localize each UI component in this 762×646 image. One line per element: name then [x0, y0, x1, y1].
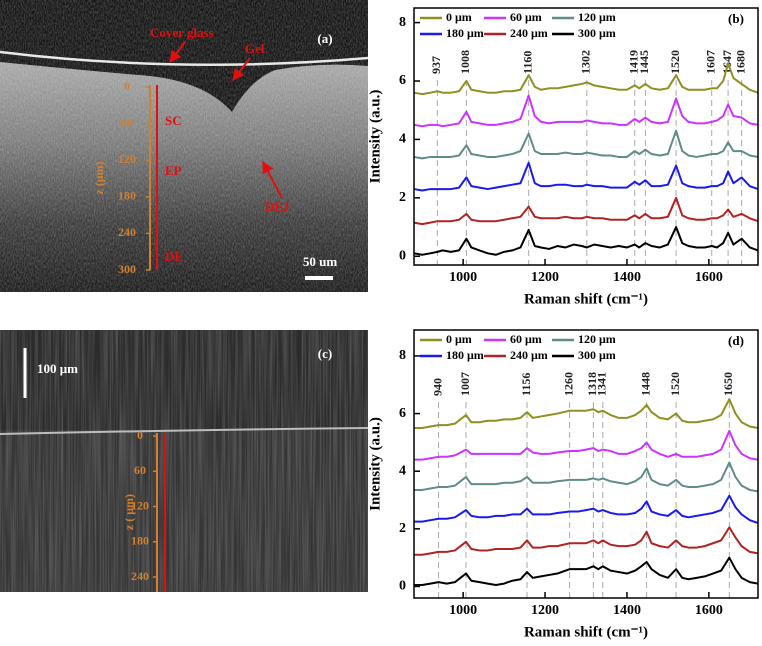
depth-tick-label: 0	[137, 428, 143, 442]
panel-label: (a)	[317, 31, 332, 46]
depth-tick-label: 120	[118, 152, 136, 166]
legend-label: 0 μm	[446, 332, 472, 346]
x-axis-label: Raman shift (cm⁻¹)	[524, 291, 648, 307]
legend-label: 240 μm	[510, 26, 548, 40]
spectrum-line	[413, 94, 759, 128]
peak-label: 1007	[458, 372, 472, 396]
x-tick-label: 1000	[449, 603, 477, 618]
peak-label: 1607	[703, 50, 717, 74]
spectrum-line	[413, 196, 759, 226]
annotation: Gel	[245, 41, 265, 56]
depth-tick-label: 180	[131, 534, 149, 548]
y-axis-label: Intensity (a.u.)	[367, 90, 383, 184]
spectrum-line	[413, 62, 759, 96]
layer-label: SC	[165, 113, 182, 128]
legend-label: 120 μm	[578, 10, 616, 24]
x-axis-label: Raman shift (cm⁻¹)	[524, 624, 648, 640]
legend-label: 120 μm	[578, 332, 616, 346]
peak-label: 1650	[721, 372, 735, 396]
x-tick-label: 1200	[531, 270, 559, 285]
y-tick-label: 4	[399, 132, 406, 147]
peak-label: 940	[430, 378, 444, 396]
peak-label: 1302	[579, 50, 593, 74]
legend-label: 180 μm	[446, 348, 484, 362]
scale-bar-label: 100 μm	[37, 361, 78, 376]
x-tick-label: 1600	[695, 270, 723, 285]
annotation: Cover glass	[150, 25, 214, 40]
peak-label: 1318	[585, 372, 599, 396]
layer-label: EP	[165, 163, 182, 178]
peak-label: 1260	[561, 372, 575, 396]
peak-label: 1008	[458, 50, 472, 74]
y-axis-label: Intensity (a.u.)	[367, 417, 383, 511]
spectrum-line	[414, 556, 759, 587]
oct-image-c: (c) 100 μm z ( μm)	[0, 330, 369, 592]
depth-tick-label: 60	[121, 115, 133, 129]
y-tick-label: 8	[399, 348, 406, 363]
x-tick-label: 1600	[695, 603, 723, 618]
y-tick-label: 8	[399, 15, 406, 30]
y-tick-label: 0	[399, 579, 406, 594]
spectrum-line	[414, 461, 759, 493]
legend-label: 300 μm	[578, 348, 616, 362]
y-tick-label: 2	[399, 190, 406, 205]
depth-label: z ( μm)	[122, 494, 136, 530]
spectrum-line	[414, 526, 759, 556]
y-tick-label: 0	[399, 248, 406, 263]
depth-tick-label: 180	[118, 189, 136, 203]
panel-label: (c)	[318, 346, 332, 361]
peak-label: 1520	[668, 372, 682, 396]
depth-tick-label: 240	[131, 569, 149, 583]
peak-label: 1341	[595, 372, 609, 396]
plot-frame	[413, 7, 759, 266]
x-tick-label: 1400	[613, 603, 641, 618]
oct-image-a: (a) Cover glass Gel z (μm) SC EP DE DEJ …	[0, 0, 369, 292]
legend-label: 60 μm	[510, 332, 542, 346]
panel-label: (d)	[728, 333, 744, 348]
spectrum-line	[414, 494, 759, 525]
depth-tick-label: 60	[134, 463, 146, 477]
plot-frame	[413, 329, 759, 599]
peak-label: 937	[429, 56, 443, 74]
layer-label: DE	[165, 249, 183, 264]
spectrum-line	[414, 429, 759, 461]
peak-label: 1445	[637, 50, 651, 74]
x-tick-label: 1000	[449, 270, 477, 285]
legend-label: 300 μm	[578, 26, 616, 40]
depth-tick-label: 240	[118, 225, 136, 239]
legend-label: 60 μm	[510, 10, 542, 24]
y-tick-label: 2	[399, 521, 406, 536]
y-tick-label: 4	[399, 463, 406, 478]
peak-label: 1680	[733, 50, 747, 74]
x-tick-label: 1200	[531, 603, 559, 618]
annotation: DEJ	[265, 199, 290, 214]
depth-label: z (μm)	[92, 161, 106, 194]
scale-bar-label: 50 um	[303, 254, 337, 269]
legend-label: 180 μm	[446, 26, 484, 40]
spectrum-line	[413, 161, 759, 192]
peak-label: 1520	[668, 50, 682, 74]
peak-label: 1156	[519, 373, 533, 396]
x-tick-label: 1400	[613, 270, 641, 285]
peak-label: 1448	[638, 372, 652, 396]
legend-label: 240 μm	[510, 348, 548, 362]
spectrum-line	[413, 129, 759, 160]
y-tick-label: 6	[399, 406, 406, 421]
peak-label: 1419	[626, 50, 640, 74]
depth-tick-label: 0	[124, 79, 130, 93]
depth-tick-label: 120	[131, 498, 149, 512]
panel-label: (b)	[728, 11, 744, 26]
spectrum-line	[414, 398, 759, 429]
legend-label: 0 μm	[446, 10, 472, 24]
peak-label: 1160	[520, 51, 534, 74]
y-tick-label: 6	[399, 73, 406, 88]
depth-tick-label: 300	[118, 262, 136, 276]
spectrum-line	[413, 226, 759, 256]
